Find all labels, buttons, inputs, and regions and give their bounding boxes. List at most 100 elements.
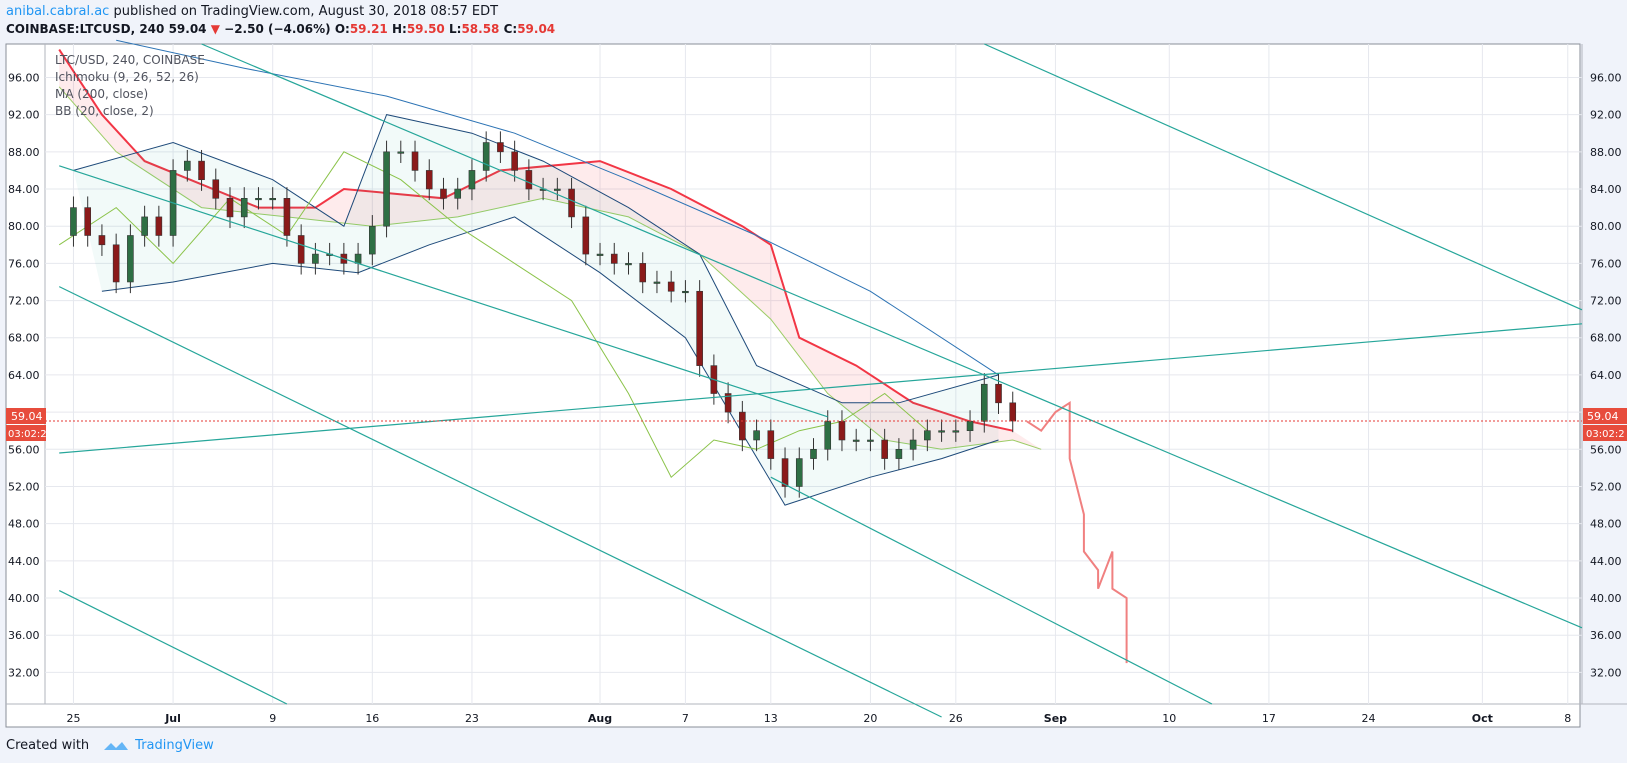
trend-channel-line xyxy=(59,165,828,418)
candle-body xyxy=(383,151,390,227)
y-tick-label-right: 52.00 xyxy=(1590,480,1622,493)
candle-body xyxy=(781,458,789,487)
x-tick-label: Jul xyxy=(164,712,181,725)
close-value: 59.04 xyxy=(517,22,556,36)
trendlines-layer xyxy=(45,43,1583,718)
candle-body xyxy=(283,198,291,236)
x-tick-label: 26 xyxy=(949,712,963,725)
candle-body xyxy=(696,290,703,366)
trend-channel-line xyxy=(201,43,1583,629)
x-tick-label: Aug xyxy=(588,712,612,725)
open-label: O: xyxy=(334,22,350,36)
chart-header: anibal.cabral.ac published on TradingVie… xyxy=(0,0,1627,44)
candle-body xyxy=(753,430,760,441)
y-tick-label-right: 64.00 xyxy=(1590,369,1622,382)
created-with-label: Created with xyxy=(6,738,90,753)
candle-body xyxy=(354,253,362,264)
trend-channel-line xyxy=(58,590,288,705)
x-tick-label: 23 xyxy=(465,712,479,725)
y-tick-label-right: 44.00 xyxy=(1590,555,1622,568)
legend-bb: BB (20, close, 2) xyxy=(55,104,154,118)
x-tick-label: Oct xyxy=(1472,712,1493,725)
price-badges: 59.04 03:02:2 59.04 03:02:2 xyxy=(6,408,1627,441)
candle-body xyxy=(739,411,746,441)
publish-info: published on TradingView.com, August 30,… xyxy=(113,4,499,19)
last-price: 59.04 xyxy=(168,22,207,36)
y-tick-label-right: 32.00 xyxy=(1590,666,1622,679)
countdown-badge-left-bg xyxy=(6,425,46,441)
legend-ichimoku: Ichimoku (9, 26, 52, 26) xyxy=(55,70,199,84)
legend-title: LTC/USD, 240, COINBASE xyxy=(55,53,205,67)
y-tick-label-left: 76.00 xyxy=(8,257,40,270)
ichimoku-cloud-fill xyxy=(59,49,1042,450)
candle-body xyxy=(84,207,91,236)
countdown-badge-right-bg xyxy=(1583,425,1627,441)
y-tick-label-left: 44.00 xyxy=(8,555,40,568)
x-tick-label: 8 xyxy=(1564,712,1571,725)
trend-channel-line xyxy=(58,286,942,718)
indicator-legend: LTC/USD, 240, COINBASE Ichimoku (9, 26, … xyxy=(55,53,205,118)
y-tick-label-left: 48.00 xyxy=(8,518,40,531)
x-tick-label: 16 xyxy=(365,712,379,725)
candle-body xyxy=(667,281,675,292)
plot-background xyxy=(5,43,1581,728)
x-tick-label: 20 xyxy=(863,712,877,725)
y-tick-label-right: 56.00 xyxy=(1590,443,1622,456)
y-tick-label-left: 52.00 xyxy=(8,480,40,493)
x-tick-label: Sep xyxy=(1044,712,1067,725)
y-tick-label-right: 88.00 xyxy=(1590,146,1622,159)
candle-body xyxy=(127,235,134,283)
low-value: 58.58 xyxy=(461,22,500,36)
candle-body xyxy=(312,253,319,264)
candle-body xyxy=(767,430,775,459)
candle-body xyxy=(98,235,106,246)
trend-channel-line xyxy=(770,476,1213,705)
y-tick-label-right: 48.00 xyxy=(1590,518,1622,531)
candle-body xyxy=(582,216,590,255)
candle-body xyxy=(554,188,561,191)
candle-body xyxy=(369,225,376,255)
ohlc-line: COINBASE:LTCUSD, 240 59.04 ▼ −2.50 (−4.0… xyxy=(6,22,555,36)
tradingview-link[interactable]: TradingView xyxy=(135,738,214,753)
candle-body xyxy=(511,151,518,171)
countdown-badge-right: 03:02:2 xyxy=(1586,429,1625,440)
y-tick-label-left: 32.00 xyxy=(8,666,40,679)
open-value: 59.21 xyxy=(349,22,388,36)
candle-body xyxy=(226,198,234,218)
footer: Created with TradingView xyxy=(6,738,214,753)
candle-body xyxy=(995,383,1002,404)
candle-body xyxy=(938,430,945,433)
y-tick-label-left: 96.00 xyxy=(8,71,40,84)
y-tick-label-left: 40.00 xyxy=(8,592,40,605)
y-tick-label-right: 36.00 xyxy=(1590,629,1622,642)
candle-body xyxy=(112,244,120,283)
candle-body xyxy=(269,198,277,201)
candle-body xyxy=(454,188,462,199)
y-tick-label-left: 84.00 xyxy=(8,183,40,196)
candle-body xyxy=(440,188,447,199)
candle-body xyxy=(497,142,504,153)
y-tick-label-left: 64.00 xyxy=(8,369,40,382)
bollinger-upper-line xyxy=(73,114,999,404)
author-link[interactable]: anibal.cabral.ac xyxy=(6,4,110,19)
candle-body xyxy=(70,207,77,236)
symbol-label: COINBASE:LTCUSD, 240 xyxy=(6,22,165,36)
candle-body xyxy=(482,142,490,171)
candles-layer xyxy=(70,131,1017,498)
candle-body xyxy=(425,170,433,190)
change-value: −2.50 (−4.06%) xyxy=(224,22,331,36)
candle-body xyxy=(141,216,148,236)
candle-body xyxy=(596,253,604,256)
candle-body xyxy=(824,421,832,450)
price-badge-right-bg xyxy=(1583,408,1627,424)
down-arrow-icon: ▼ xyxy=(210,22,220,36)
candle-body xyxy=(212,179,220,199)
candle-body xyxy=(980,383,988,422)
candle-body xyxy=(852,439,860,442)
candle-body xyxy=(795,458,803,487)
y-tick-label-left: 72.00 xyxy=(8,295,40,308)
bollinger-fill xyxy=(73,114,999,506)
x-tick-label: 25 xyxy=(66,712,80,725)
y-tick-label-left: 36.00 xyxy=(8,629,40,642)
